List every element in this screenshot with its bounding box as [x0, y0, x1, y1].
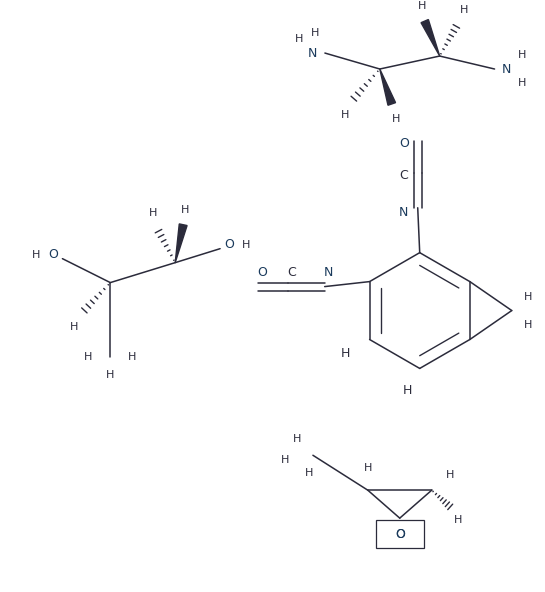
Text: H: H: [453, 515, 462, 525]
Text: N: N: [324, 266, 334, 279]
Text: H: H: [445, 470, 454, 480]
Text: O: O: [395, 527, 405, 540]
Text: H: H: [32, 250, 41, 260]
Text: H: H: [459, 5, 468, 15]
Text: H: H: [417, 1, 426, 11]
Text: H: H: [341, 347, 350, 360]
Text: H: H: [293, 435, 301, 445]
Text: H: H: [106, 371, 114, 381]
Text: H: H: [84, 352, 93, 362]
Text: N: N: [502, 63, 511, 76]
Text: H: H: [149, 208, 158, 218]
Text: H: H: [524, 320, 532, 330]
Polygon shape: [421, 20, 440, 56]
Text: H: H: [518, 50, 526, 60]
Text: H: H: [341, 110, 349, 120]
Text: C: C: [287, 266, 296, 279]
Polygon shape: [175, 224, 187, 263]
Text: O: O: [49, 248, 58, 261]
Text: H: H: [311, 28, 319, 38]
Text: O: O: [399, 137, 409, 150]
Text: O: O: [224, 238, 234, 251]
Text: O: O: [395, 527, 405, 540]
Text: N: N: [399, 206, 408, 219]
Text: H: H: [181, 205, 189, 215]
Text: C: C: [399, 169, 408, 182]
Text: H: H: [524, 292, 532, 301]
Text: N: N: [308, 47, 318, 60]
Text: H: H: [242, 240, 250, 250]
Text: H: H: [403, 384, 413, 397]
Text: H: H: [281, 455, 289, 465]
Text: O: O: [257, 266, 267, 279]
Text: H: H: [295, 34, 303, 44]
Text: H: H: [305, 468, 313, 478]
Text: H: H: [364, 464, 372, 473]
Text: H: H: [518, 78, 526, 88]
Text: H: H: [70, 321, 78, 332]
FancyBboxPatch shape: [376, 520, 423, 548]
Text: H: H: [391, 114, 400, 124]
Polygon shape: [380, 69, 396, 105]
Text: H: H: [128, 352, 136, 362]
